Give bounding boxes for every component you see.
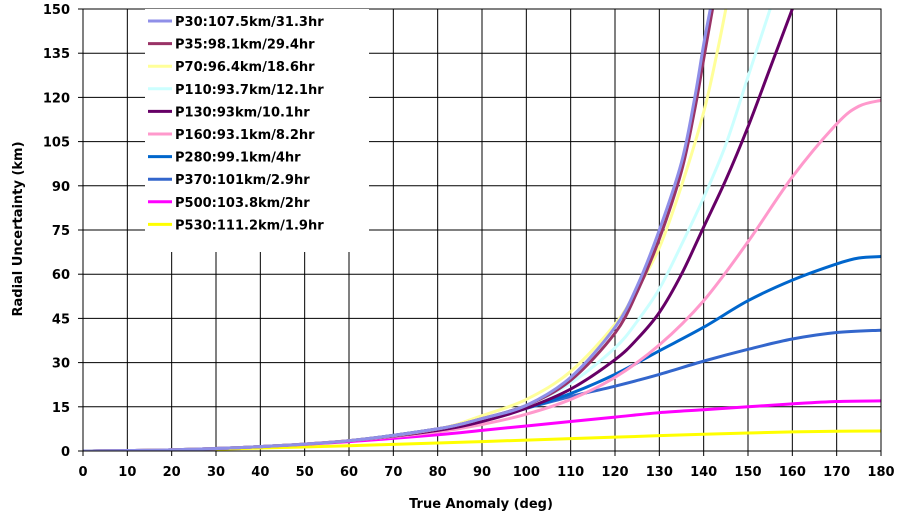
x-axis-title: True Anomaly (deg) xyxy=(409,497,553,512)
x-tick-label: 20 xyxy=(163,465,181,480)
y-tick-label: 105 xyxy=(43,136,70,151)
legend-label: P130:93km/10.1hr xyxy=(175,105,310,120)
legend: P30:107.5km/31.3hr P35:98.1km/29.4hr P70:9… xyxy=(145,9,369,252)
y-tick-label: 60 xyxy=(52,268,70,283)
x-tick-label: 80 xyxy=(429,465,447,480)
legend-label: P35:98.1km/29.4hr xyxy=(175,38,315,53)
x-tick-label: 170 xyxy=(823,465,850,480)
series-lines xyxy=(83,9,881,451)
legend-box xyxy=(145,9,369,252)
x-tick-label: 140 xyxy=(690,465,717,480)
x-tick-label: 180 xyxy=(867,465,894,480)
legend-label: P70:96.4km/18.6hr xyxy=(175,60,315,75)
x-tick-label: 130 xyxy=(646,465,673,480)
x-tick-label: 70 xyxy=(384,465,402,480)
y-tick-label: 120 xyxy=(43,91,70,106)
y-tick-label: 90 xyxy=(52,180,70,195)
x-tick-label: 0 xyxy=(78,465,87,480)
x-tick-label: 110 xyxy=(557,465,584,480)
x-tick-label: 160 xyxy=(779,465,806,480)
x-tick-label: 10 xyxy=(118,465,136,480)
legend-label: P500:103.8km/2hr xyxy=(175,196,310,211)
x-tick-label: 30 xyxy=(207,465,225,480)
legend-label: P370:101km/2.9hr xyxy=(175,173,310,188)
x-tick-label: 150 xyxy=(734,465,761,480)
x-tick-label: 50 xyxy=(296,465,314,480)
x-tick-label: 120 xyxy=(601,465,628,480)
y-tick-label: 15 xyxy=(52,401,70,416)
y-tick-label: 30 xyxy=(52,357,70,372)
y-tick-label: 150 xyxy=(43,3,70,18)
legend-label: P530:111.2km/1.9hr xyxy=(175,218,324,233)
y-tick-label: 45 xyxy=(52,312,70,327)
x-tick-label: 60 xyxy=(340,465,358,480)
x-tick-labels: 0 10 20 30 40 50 60 70 80 90 100 110 120 130 140 150 160… xyxy=(78,465,894,480)
series-line xyxy=(83,9,712,451)
y-tick-label: 135 xyxy=(43,47,70,62)
axes xyxy=(78,8,882,456)
x-tick-label: 100 xyxy=(513,465,540,480)
legend-label: P160:93.1km/8.2hr xyxy=(175,128,315,143)
legend-label: P110:93.7km/12.1hr xyxy=(175,83,324,98)
legend-label: P30:107.5km/31.3hr xyxy=(175,15,324,30)
y-tick-labels: 0 15 30 45 60 75 90 105 120 135 150 xyxy=(43,3,70,460)
x-tick-label: 40 xyxy=(251,465,269,480)
y-axis-title: Radial Uncertainty (km) xyxy=(11,141,26,316)
plot-area-border xyxy=(82,8,882,452)
y-tick-label: 75 xyxy=(52,224,70,239)
legend-label: P280:99.1km/4hr xyxy=(175,151,301,166)
x-tick-label: 90 xyxy=(473,465,491,480)
y-tick-label: 0 xyxy=(61,445,70,460)
